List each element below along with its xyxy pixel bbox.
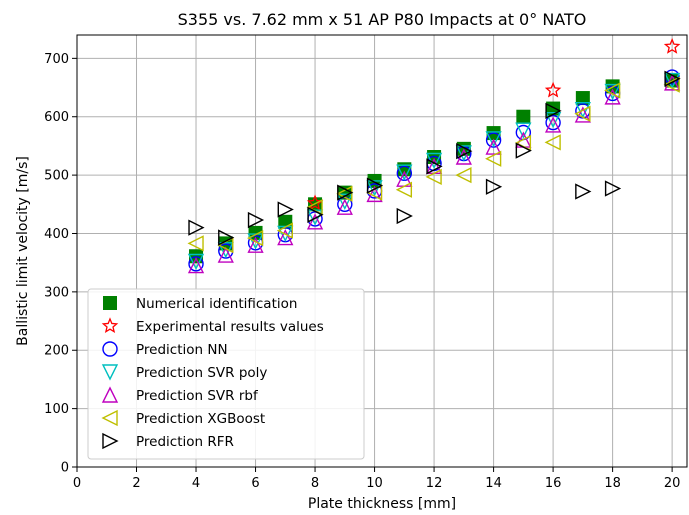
x-tick-label: 8 (311, 476, 319, 491)
data-point (664, 70, 681, 87)
data-point (217, 246, 234, 263)
x-tick-label: 12 (426, 476, 443, 491)
x-tick-label: 6 (251, 476, 259, 491)
x-tick-label: 0 (73, 476, 81, 491)
data-point (188, 256, 204, 272)
data-point (544, 81, 562, 98)
data-point (336, 193, 353, 210)
legend-marker (103, 296, 117, 310)
data-point (218, 229, 235, 246)
y-tick-label: 600 (44, 110, 69, 125)
data-point (515, 122, 532, 139)
x-tick-label: 20 (664, 476, 681, 491)
data-markers (187, 37, 681, 274)
data-point (485, 138, 502, 155)
legend-entry-label: Prediction RFR (136, 434, 234, 450)
data-point (485, 131, 502, 148)
data-point (337, 184, 354, 201)
data-point (485, 178, 503, 195)
x-tick-label: 14 (485, 476, 502, 491)
data-point (544, 111, 562, 129)
data-point (187, 253, 205, 271)
data-point (456, 143, 473, 160)
legend-marker (101, 386, 119, 403)
legend: Numerical identification Experimental res… (87, 288, 365, 460)
legend-marker (101, 409, 118, 427)
data-point (307, 206, 324, 223)
data-point (663, 37, 681, 54)
data-point (187, 235, 204, 252)
legend-entry-label: Prediction SVR rbf (136, 388, 259, 404)
data-point (455, 166, 472, 184)
data-point (544, 134, 561, 151)
legend-box (87, 288, 365, 460)
data-point (574, 105, 591, 122)
data-point (247, 211, 265, 229)
series-triangle-right (188, 70, 681, 246)
x-tick-label: 2 (132, 476, 140, 491)
y-tick-label: 500 (44, 169, 69, 184)
data-point (246, 230, 264, 247)
data-point (425, 168, 442, 185)
chart-title: S355 vs. 7.62 mm x 51 AP P80 Impacts at … (178, 10, 587, 29)
data-point (426, 158, 443, 175)
data-point (515, 142, 532, 159)
y-axis-title: Ballistic limit velocity [m/s] (15, 156, 31, 346)
x-tick-label: 16 (545, 476, 562, 491)
data-point (485, 150, 502, 167)
data-point (366, 177, 384, 194)
data-point (663, 76, 680, 93)
y-tick-label: 0 (61, 461, 69, 476)
legend-marker (102, 341, 118, 357)
data-point (575, 91, 590, 106)
plot-frame (76, 34, 688, 468)
y-tick-label: 700 (44, 52, 69, 67)
x-tick-label: 10 (366, 476, 383, 491)
x-axis-title: Plate thickness [mm] (308, 496, 456, 512)
data-point (395, 181, 413, 198)
series-triangle-left (187, 76, 680, 254)
data-point (188, 219, 205, 236)
data-point (306, 213, 324, 230)
data-point (276, 222, 293, 239)
data-point (396, 164, 413, 181)
data-point (277, 201, 294, 218)
data-point (545, 102, 562, 120)
data-point (396, 207, 413, 225)
x-tick-label: 18 (604, 476, 621, 491)
y-tick-label: 200 (44, 344, 69, 359)
legend-entry-label: Prediction NN (136, 342, 228, 358)
data-point (336, 198, 353, 215)
data-point (604, 82, 621, 99)
x-tick-label: 4 (192, 476, 200, 491)
data-point (604, 88, 621, 105)
y-tick-label: 300 (44, 285, 69, 300)
legend-marker (101, 317, 119, 334)
data-point (187, 257, 205, 274)
data-point (544, 116, 562, 133)
data-point (546, 101, 561, 116)
data-point (574, 102, 591, 119)
legend-entry-label: Prediction SVR poly (136, 365, 267, 381)
data-point (277, 229, 294, 246)
y-tick-label: 400 (44, 227, 69, 242)
data-point (336, 185, 353, 202)
legend-entry-label: Numerical identification (136, 296, 297, 312)
legend-marker (102, 432, 119, 450)
data-point (604, 180, 622, 197)
data-point (545, 114, 561, 131)
legend-entry-label: Experimental results values (136, 319, 324, 335)
legend-entry-label: Prediction XGBoost (136, 411, 265, 427)
data-point (516, 109, 531, 124)
y-tick-label: 100 (44, 402, 69, 417)
data-point (575, 183, 592, 200)
data-point (247, 236, 264, 253)
legend-marker (101, 364, 119, 381)
